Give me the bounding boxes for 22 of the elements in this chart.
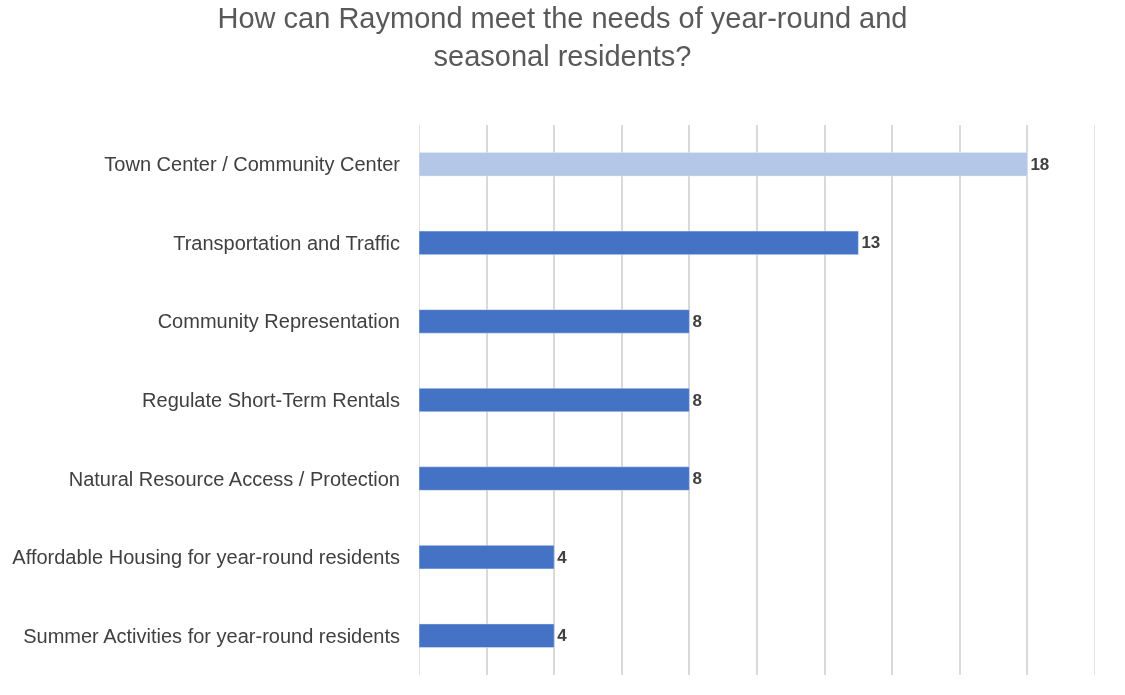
bar xyxy=(419,152,1028,177)
data-label: 4 xyxy=(557,547,568,567)
y-tick-label: Affordable Housing for year-round residents xyxy=(12,546,400,569)
data-label: 18 xyxy=(1030,154,1050,174)
bar xyxy=(419,230,859,255)
y-tick-label: Transportation and Traffic xyxy=(173,231,400,254)
bar xyxy=(419,545,555,570)
y-tick-label: Regulate Short-Term Rentals xyxy=(142,389,400,411)
y-tick-label: Summer Activities for year-round residents xyxy=(23,624,400,647)
y-tick-label: Natural Resource Access / Protection xyxy=(68,467,400,490)
bar xyxy=(419,387,690,413)
bar xyxy=(419,623,555,648)
y-tick-label: Community Representation xyxy=(157,310,400,333)
data-label: 13 xyxy=(861,233,881,253)
data-label: 8 xyxy=(692,469,702,489)
data-label: 8 xyxy=(692,311,702,331)
y-tick-label: Town Center / Community Center xyxy=(104,153,401,176)
data-label: 4 xyxy=(557,626,568,646)
chart-title: How can Raymond meet the needs of year-round and seasonal residents? xyxy=(217,1,908,72)
bar xyxy=(419,466,690,491)
data-label: 8 xyxy=(692,390,702,410)
bar xyxy=(419,309,690,334)
